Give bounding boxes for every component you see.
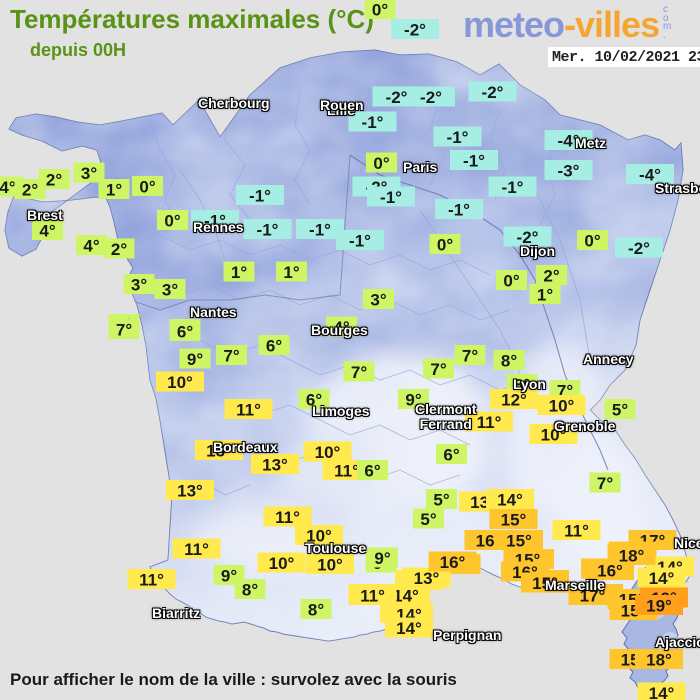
svg-text:10°: 10°	[317, 556, 343, 575]
svg-text:7°: 7°	[116, 321, 132, 340]
svg-text:3°: 3°	[131, 276, 147, 295]
svg-text:8°: 8°	[308, 601, 324, 620]
svg-text:18°: 18°	[619, 547, 645, 566]
svg-text:5°: 5°	[420, 510, 436, 529]
svg-text:0°: 0°	[373, 154, 389, 173]
svg-text:1°: 1°	[231, 263, 247, 282]
svg-text:11°: 11°	[360, 587, 385, 606]
svg-text:6°: 6°	[443, 446, 459, 465]
svg-text:0°: 0°	[503, 272, 519, 291]
svg-text:19°: 19°	[646, 597, 672, 616]
svg-text:9°: 9°	[374, 549, 390, 568]
svg-text:11°: 11°	[477, 413, 502, 432]
svg-text:-1°: -1°	[447, 128, 469, 147]
svg-text:6°: 6°	[266, 337, 282, 356]
svg-text:0°: 0°	[164, 212, 180, 231]
svg-text:11°: 11°	[275, 508, 300, 527]
svg-text:2°: 2°	[46, 171, 62, 190]
svg-text:15°: 15°	[506, 532, 532, 551]
svg-text:16°: 16°	[440, 553, 466, 572]
svg-text:-3°: -3°	[558, 162, 580, 181]
svg-text:11°: 11°	[334, 462, 359, 481]
svg-text:-2°: -2°	[482, 83, 504, 102]
svg-text:3°: 3°	[162, 281, 178, 300]
svg-text:15°: 15°	[501, 511, 527, 530]
svg-text:14°: 14°	[649, 569, 675, 588]
svg-text:-1°: -1°	[380, 188, 402, 207]
svg-text:6°: 6°	[364, 462, 380, 481]
svg-text:13°: 13°	[414, 569, 440, 588]
svg-text:14°: 14°	[497, 491, 523, 510]
svg-text:10°: 10°	[167, 373, 193, 392]
svg-text:-2°: -2°	[420, 88, 442, 107]
svg-text:1°: 1°	[537, 286, 553, 305]
svg-text:-1°: -1°	[257, 221, 279, 240]
svg-text:-1°: -1°	[349, 232, 371, 251]
svg-text:-2°: -2°	[404, 21, 426, 40]
svg-text:11°: 11°	[184, 540, 209, 559]
svg-text:4°: 4°	[0, 178, 16, 197]
svg-text:10°: 10°	[269, 554, 295, 573]
svg-text:1°: 1°	[283, 263, 299, 282]
svg-text:0°: 0°	[372, 1, 388, 20]
svg-text:-2°: -2°	[386, 88, 408, 107]
svg-text:7°: 7°	[597, 474, 613, 493]
svg-text:7°: 7°	[223, 347, 239, 366]
svg-text:4°: 4°	[83, 237, 99, 256]
svg-text:3°: 3°	[370, 291, 386, 310]
svg-text:8°: 8°	[242, 581, 258, 600]
svg-text:7°: 7°	[430, 360, 446, 379]
svg-text:9°: 9°	[187, 350, 203, 369]
svg-text:11°: 11°	[236, 401, 261, 420]
svg-text:13°: 13°	[177, 482, 203, 501]
svg-text:10°: 10°	[549, 397, 575, 416]
svg-text:-1°: -1°	[463, 152, 485, 171]
svg-text:11°: 11°	[564, 522, 589, 541]
svg-text:5°: 5°	[433, 491, 449, 510]
svg-text:14°: 14°	[396, 619, 422, 638]
svg-text:7°: 7°	[351, 363, 367, 382]
svg-text:-1°: -1°	[309, 221, 331, 240]
svg-text:0°: 0°	[584, 232, 600, 251]
svg-text:-1°: -1°	[502, 178, 524, 197]
svg-text:13°: 13°	[262, 456, 288, 475]
svg-text:2°: 2°	[22, 181, 38, 200]
svg-text:3°: 3°	[81, 164, 97, 183]
svg-text:-1°: -1°	[362, 113, 384, 132]
svg-text:4°: 4°	[39, 222, 55, 241]
svg-text:8°: 8°	[501, 352, 517, 371]
svg-text:-1°: -1°	[249, 187, 271, 206]
svg-text:0°: 0°	[437, 236, 453, 255]
svg-text:5°: 5°	[612, 401, 628, 420]
svg-text:18°: 18°	[646, 651, 672, 670]
svg-text:-2°: -2°	[628, 239, 650, 258]
svg-text:0°: 0°	[139, 178, 155, 197]
svg-text:7°: 7°	[462, 347, 478, 366]
svg-text:11°: 11°	[139, 571, 164, 590]
svg-text:-1°: -1°	[448, 201, 470, 220]
svg-text:14°: 14°	[649, 684, 675, 700]
svg-text:2°: 2°	[543, 267, 559, 286]
svg-text:10°: 10°	[315, 443, 341, 462]
svg-text:6°: 6°	[177, 323, 193, 342]
svg-text:12°: 12°	[501, 391, 527, 410]
svg-text:1°: 1°	[106, 181, 122, 200]
svg-text:2°: 2°	[111, 240, 127, 259]
